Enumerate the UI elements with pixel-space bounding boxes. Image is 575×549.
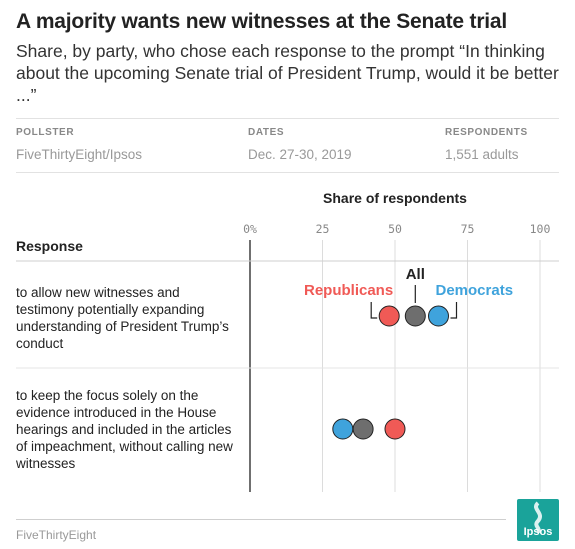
ipsos-logo: Ipsos xyxy=(517,499,559,541)
legend-label-republicans: Republicans xyxy=(304,282,393,299)
legend-label-all: All xyxy=(406,266,425,283)
democrats-callout-line xyxy=(450,302,458,319)
response-column-header: Response xyxy=(16,238,83,254)
respondents-label: RESPONDENTS xyxy=(445,127,528,138)
dot-all xyxy=(404,305,426,327)
x-tick-label: 25 xyxy=(316,222,330,236)
x-tick-label: 100 xyxy=(530,222,551,236)
footer-source: FiveThirtyEight xyxy=(16,528,97,542)
pollster-label: POLLSTER xyxy=(16,127,75,138)
respondents-value: 1,551 adults xyxy=(445,147,519,162)
footer-divider xyxy=(16,519,506,520)
dot-republicans xyxy=(384,418,406,440)
dot-democrats xyxy=(428,305,449,327)
x-tick-label: 75 xyxy=(461,222,475,236)
meta-bottom-divider xyxy=(16,172,559,173)
dates-value: Dec. 27-30, 2019 xyxy=(248,147,352,162)
dot-democrats xyxy=(332,418,354,440)
dot-all xyxy=(352,418,374,440)
ipsos-logo-mark-icon xyxy=(534,501,542,534)
legend-label-democrats: Democrats xyxy=(436,282,514,299)
x-tick-label: 50 xyxy=(388,222,402,236)
meta-top-divider xyxy=(16,118,559,119)
pollster-value: FiveThirtyEight/Ipsos xyxy=(16,147,143,162)
axis-title: Share of respondents xyxy=(323,190,467,206)
response-label-1: to allow new witnesses and testimony pot… xyxy=(16,285,229,351)
dot-republicans xyxy=(378,305,400,327)
ipsos-logo-text: Ipsos xyxy=(523,526,553,538)
republicans-callout-line xyxy=(370,302,378,319)
chart-subtitle: Share, by party, who chose each response… xyxy=(16,41,559,105)
dates-label: DATES xyxy=(248,127,285,138)
x-tick-label: 0% xyxy=(243,222,257,236)
chart-title: A majority wants new witnesses at the Se… xyxy=(16,10,508,33)
response-label-2: to keep the focus solely on the evidence… xyxy=(16,388,233,471)
